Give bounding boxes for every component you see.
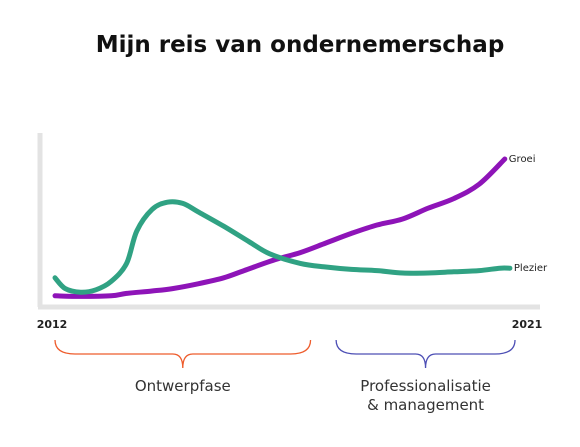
phase-label-2-line-2: & management	[367, 396, 484, 414]
phase-bracket-2	[335, 339, 516, 369]
phase-label-1-line-1: Ontwerpfase	[135, 377, 231, 395]
series-label-groei: Groei	[509, 154, 536, 165]
series-line-groei	[52, 156, 508, 299]
series-label-plezier: Plezier	[514, 263, 548, 274]
x-tick-label-end: 2021	[512, 318, 543, 331]
phase-bracket-1	[54, 339, 312, 369]
phase-label-2-line-1: Professionalisatie	[360, 377, 491, 395]
series-line-plezier	[52, 199, 513, 295]
x-tick-label-start: 2012	[37, 318, 68, 331]
chart-title: Mijn reis van ondernemerschap	[96, 32, 505, 58]
